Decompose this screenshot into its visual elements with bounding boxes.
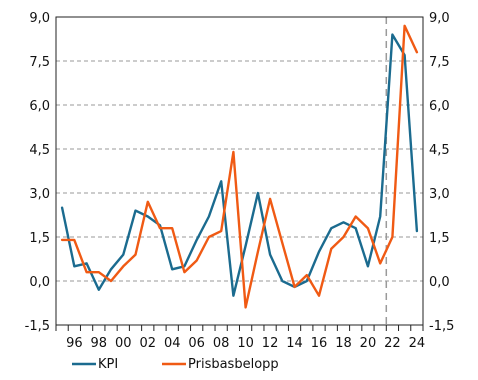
plot-frame (55, 16, 424, 326)
legend-label-kpi: KPI (98, 357, 118, 372)
y-tick-label-right: 6,0 (429, 99, 450, 114)
x-tick-label: 00 (115, 336, 132, 351)
y-tick-label-left: 3,0 (29, 187, 50, 202)
y-tick-label-right: 1,5 (429, 231, 450, 246)
x-tick-label: 16 (311, 336, 328, 351)
x-tick-label: 20 (360, 336, 377, 351)
x-tick-label: 14 (286, 336, 303, 351)
y-tick-label-left: 9,0 (29, 11, 50, 26)
x-tick-label: 98 (91, 336, 108, 351)
legend-label-prisbasbelopp: Prisbasbelopp (188, 357, 279, 372)
y-tick-label-left: 4,5 (29, 143, 50, 158)
y-tick-label-left: 6,0 (29, 99, 50, 114)
x-tick-label: 12 (262, 336, 279, 351)
x-tick-label: 02 (139, 336, 156, 351)
y-tick-label-left: 7,5 (29, 55, 50, 70)
x-tick-label: 22 (384, 336, 401, 351)
gridlines (56, 17, 423, 325)
y-tick-label-right: 9,0 (429, 11, 450, 26)
y-tick-label-right: 7,5 (429, 55, 450, 70)
series-line-prisbasbelopp (60, 24, 419, 309)
x-tick-label: 18 (335, 336, 352, 351)
y-tick-label-right: 4,5 (429, 143, 450, 158)
x-tick-label: 24 (409, 336, 426, 351)
y-tick-label-right: 0,0 (429, 275, 450, 290)
y-tick-label-left: 0,0 (29, 275, 50, 290)
y-tick-label-left: -1,5 (25, 319, 50, 334)
x-tick-label: 08 (213, 336, 230, 351)
x-tick-label: 04 (164, 336, 181, 351)
series-line-kpi (60, 33, 419, 297)
y-tick-label-right: -1,5 (429, 319, 454, 334)
series-lines (60, 24, 419, 309)
y-tick-label-left: 1,5 (29, 231, 50, 246)
y-tick-label-right: 3,0 (429, 187, 450, 202)
axes: -1,5 -1,5 0,0 0,0 1,5 1,5 3,0 3,0 4,5 4,5 6,0 6,0 7,… (25, 11, 455, 351)
x-tick-label: 96 (66, 336, 83, 351)
x-tick-label: 06 (188, 336, 205, 351)
x-tick-label: 10 (237, 336, 254, 351)
legend: KPI Prisbasbelopp (72, 357, 279, 372)
